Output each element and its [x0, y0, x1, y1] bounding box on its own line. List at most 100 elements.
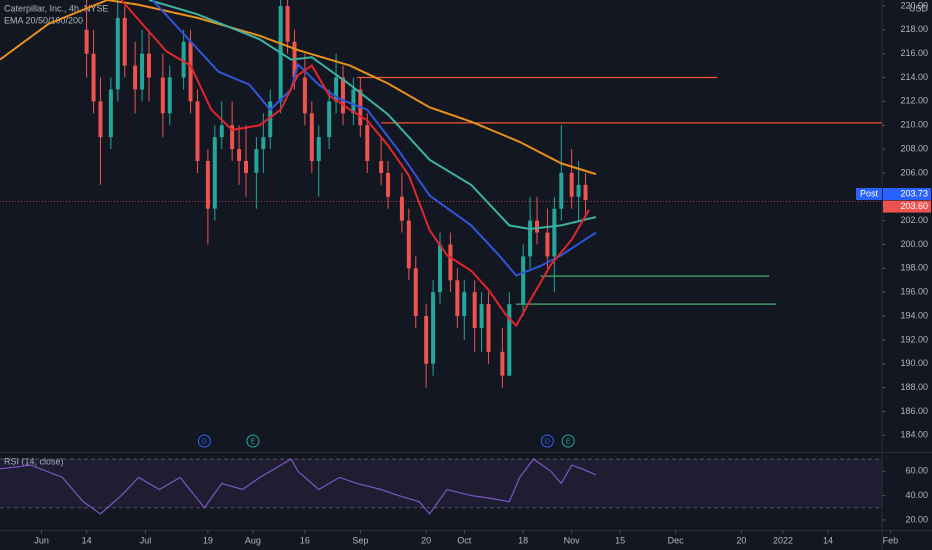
y-tick-label: 184.00 — [900, 430, 928, 440]
candle-body — [133, 65, 138, 90]
candle-body — [243, 161, 248, 173]
candle-body — [351, 89, 356, 114]
event-marker — [197, 434, 211, 448]
candle-body — [254, 149, 259, 173]
candle-body — [302, 77, 307, 114]
event-marker — [561, 434, 575, 448]
y-tick-label: 200.00 — [900, 239, 928, 249]
ema-line — [151, 0, 597, 277]
candle-body — [327, 101, 332, 138]
ema-line — [148, 0, 597, 230]
candle-body — [167, 77, 172, 114]
y-tick-label: 190.00 — [900, 358, 928, 368]
event-label: E — [251, 438, 256, 445]
event-marker — [246, 434, 260, 448]
chart-title: Caterpillar, Inc., 4h, NYSE — [4, 3, 109, 13]
candle-body — [98, 101, 103, 138]
candle-body — [365, 125, 370, 162]
x-tick-label: Feb — [883, 535, 899, 545]
candle-body — [455, 280, 460, 317]
candle-body — [399, 196, 404, 221]
candle-body — [528, 220, 533, 257]
y-tick-label: 214.00 — [900, 72, 928, 82]
ema-line — [0, 0, 597, 176]
candle-body — [261, 137, 266, 150]
currency: USD — [909, 3, 929, 13]
candle-body — [181, 41, 186, 78]
candle-body — [379, 161, 384, 173]
candle-body — [472, 292, 477, 328]
x-tick-label: 15 — [615, 535, 625, 545]
x-tick-label: 20 — [736, 535, 746, 545]
y-tick-label: 192.00 — [900, 334, 928, 344]
x-tick-label: Dec — [668, 535, 685, 545]
candle-body — [500, 351, 505, 376]
rsi-y-tick-label: 60.00 — [905, 466, 928, 476]
price-tag-label: 203.60 — [900, 201, 928, 211]
y-tick-label: 212.00 — [900, 96, 928, 106]
session-tag-label: Post — [860, 188, 879, 198]
candle-body — [545, 232, 550, 257]
candle-body — [122, 17, 127, 66]
x-tick-label: Jun — [34, 535, 49, 545]
candle-body — [268, 101, 273, 138]
candle-body — [431, 292, 436, 364]
rsi-title: RSI (14, close) — [4, 456, 64, 466]
y-tick-label: 196.00 — [900, 287, 928, 297]
candle-body — [285, 5, 290, 42]
candle-body — [188, 41, 193, 102]
candle-body — [569, 172, 574, 197]
x-tick-label: 18 — [518, 535, 528, 545]
ema-line — [120, 0, 590, 328]
candle-body — [108, 89, 113, 138]
price-tag-label: 203.73 — [900, 188, 928, 198]
x-tick-label: 2022 — [773, 535, 793, 545]
x-tick-label: 20 — [421, 535, 431, 545]
candle-body — [521, 256, 526, 305]
candle-body — [341, 77, 346, 114]
candle-body — [212, 137, 217, 209]
price-tag — [883, 188, 931, 201]
candle-body — [237, 149, 242, 162]
y-tick-label: 216.00 — [900, 48, 928, 58]
candle-body — [316, 137, 321, 162]
candle-body — [535, 220, 540, 233]
event-marker — [540, 434, 554, 448]
rsi-y-tick-label: 40.00 — [905, 490, 928, 500]
x-tick-label: Sep — [352, 535, 368, 545]
candle-body — [448, 244, 453, 281]
candle-body — [219, 125, 224, 138]
x-tick-label: 16 — [300, 535, 310, 545]
candle-body — [552, 208, 557, 257]
candle-body — [146, 53, 151, 78]
candle-body — [334, 77, 339, 102]
candle-body — [576, 184, 581, 197]
x-tick-label: 14 — [82, 535, 92, 545]
event-label: D — [545, 438, 550, 445]
y-tick-label: 198.00 — [900, 263, 928, 273]
candle-body — [230, 125, 235, 150]
event-label: E — [566, 438, 571, 445]
event-label: D — [202, 438, 207, 445]
session-tag — [856, 188, 882, 201]
y-tick-label: 194.00 — [900, 310, 928, 320]
candle-body — [583, 184, 588, 201]
candle-body — [559, 172, 564, 209]
y-tick-label: 188.00 — [900, 382, 928, 392]
y-tick-label: 186.00 — [900, 406, 928, 416]
y-tick-label: 218.00 — [900, 24, 928, 34]
candle-body — [386, 172, 391, 197]
y-tick-label: 220.00 — [900, 0, 928, 10]
candle-body — [406, 220, 411, 269]
x-tick-label: Oct — [457, 535, 472, 545]
rsi-line — [0, 458, 597, 515]
rsi-band — [0, 459, 882, 508]
candle-body — [205, 161, 210, 209]
candle-body — [424, 316, 429, 364]
x-tick-label: Nov — [564, 535, 581, 545]
candle-body — [91, 53, 96, 102]
indicator-label: EMA 20/50/100/200 — [4, 15, 83, 25]
y-tick-label: 210.00 — [900, 120, 928, 130]
